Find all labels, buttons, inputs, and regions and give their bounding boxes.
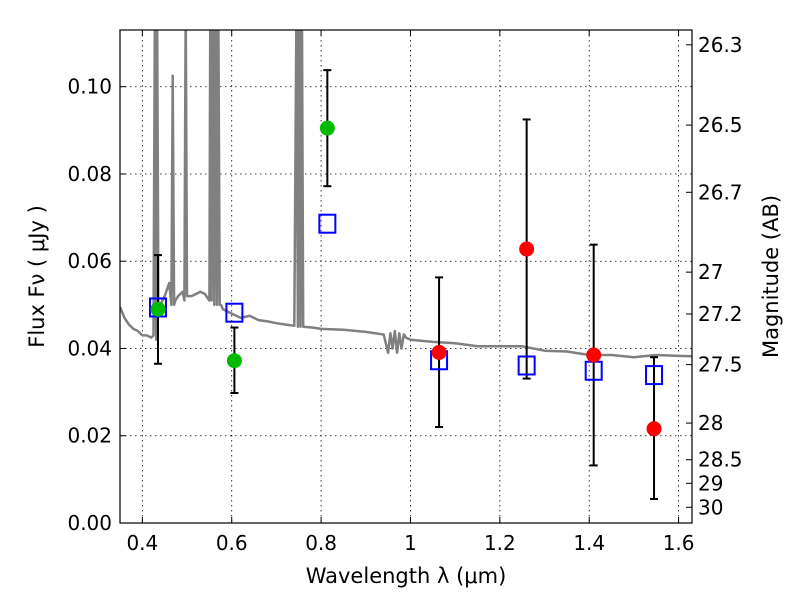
y2-tick-label: 28.5: [698, 448, 743, 472]
y2-tick-label: 26.5: [698, 113, 743, 137]
y2-tick-label: 28: [698, 411, 723, 435]
y-tick-label: 0.06: [67, 249, 112, 273]
model-spectrum-line: [120, 30, 692, 359]
y-tick-label: 0.04: [67, 336, 112, 360]
observed-nir-point: [586, 347, 602, 363]
y2-axis-label: Magnitude (AB): [759, 195, 783, 358]
y-tick-label: 0.10: [67, 75, 112, 99]
model-photometry-square: [318, 213, 337, 234]
model-photometry-square: [225, 302, 244, 323]
model-photometry-square: [645, 365, 664, 386]
x-tick-label: 1.2: [484, 531, 516, 555]
tick-layer: 0.4 0.6 0.8 1 1.2 1.4 1.6 0.00 0.02 0.04 0.06 0.08 0…: [67, 30, 743, 555]
y-tick-label: 0.08: [67, 162, 112, 186]
y-tick-label: 0.00: [67, 511, 112, 535]
y2-tick-label: 27.5: [698, 353, 743, 377]
y2-tick-label: 26.3: [698, 33, 743, 57]
y2-tick-label: 27.2: [698, 302, 743, 326]
observed-optical-point: [319, 120, 335, 136]
marker-layer: [148, 120, 664, 437]
x-tick-label: 1.6: [663, 531, 695, 555]
y-axis-label: Flux Fν ( μJy ): [25, 205, 49, 348]
x-tick-label: 0.8: [305, 531, 337, 555]
y2-tick-label: 29: [698, 471, 723, 495]
model-photometry-square: [517, 355, 536, 376]
y2-tick-label: 27: [698, 260, 723, 284]
observed-nir-point: [519, 241, 535, 257]
observed-optical-point: [150, 301, 166, 317]
observed-optical-point: [226, 353, 242, 369]
y-tick-label: 0.02: [67, 424, 112, 448]
plot-frame: [119, 29, 693, 524]
spectrum-layer: [120, 30, 692, 359]
errorbar-layer: [153, 69, 659, 501]
x-axis-label: Wavelength λ (μm): [306, 564, 507, 588]
x-tick-label: 1: [404, 531, 417, 555]
observed-nir-point: [646, 421, 662, 437]
grid: [120, 30, 692, 523]
x-tick-label: 0.4: [126, 531, 158, 555]
y2-tick-label: 30: [698, 495, 723, 519]
x-tick-label: 0.6: [216, 531, 248, 555]
y2-tick-label: 26.7: [698, 180, 743, 204]
x-tick-label: 1.4: [573, 531, 605, 555]
observed-nir-point: [431, 344, 447, 360]
